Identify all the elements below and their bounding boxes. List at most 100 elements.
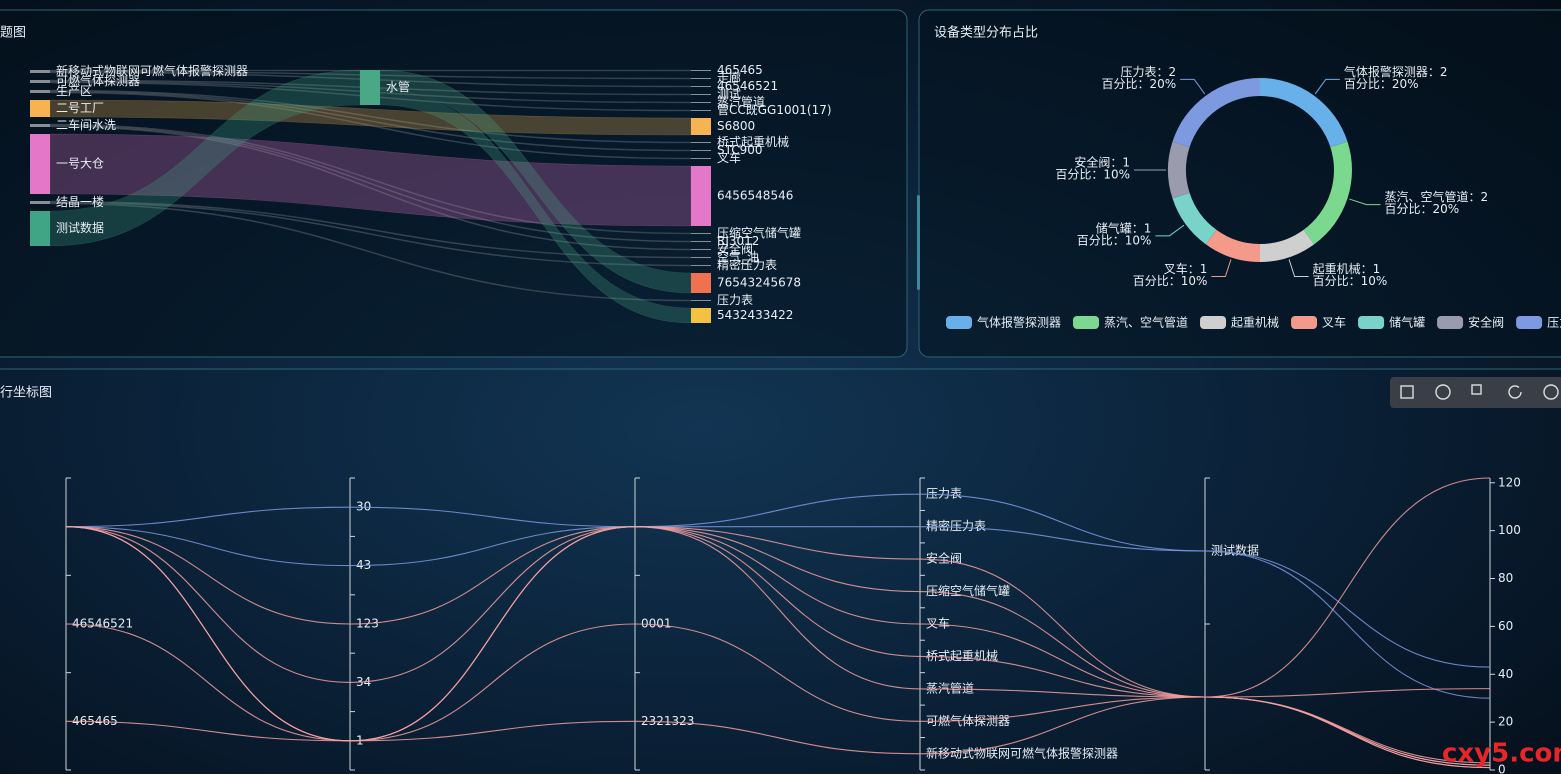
sankey-node-label: 结晶一楼 xyxy=(56,194,104,209)
slice-label: 百分比：10% xyxy=(1055,168,1130,182)
legend-swatch xyxy=(1437,316,1464,329)
sankey-node xyxy=(691,308,711,323)
sankey-node xyxy=(691,273,711,293)
axis-category-label: 压力表 xyxy=(926,487,962,501)
sankey-node xyxy=(691,257,711,258)
watermark: cxy5.com xyxy=(1442,739,1561,769)
panel-title: 题图 xyxy=(0,26,26,41)
legend-swatch xyxy=(1073,316,1100,329)
leader-line xyxy=(1180,78,1206,95)
parallel-line xyxy=(65,526,1491,699)
legend-swatch xyxy=(1358,316,1385,329)
sankey-node xyxy=(30,70,50,73)
slice-label: 百分比：10% xyxy=(1077,233,1152,247)
sankey-node-label: 压缩空气储气罐 xyxy=(717,225,801,240)
legend-label: 起重机械 xyxy=(1231,315,1279,330)
sankey-node-label: STC900 xyxy=(717,143,763,157)
sankey-node xyxy=(691,70,711,71)
tool-refresh[interactable] xyxy=(1508,385,1522,399)
sankey-node-label: 6456548546 xyxy=(717,189,793,203)
slice-label: 百分比：20% xyxy=(1101,77,1176,91)
slice-label: 百分比：10% xyxy=(1313,274,1388,288)
slice-label: 百分比：10% xyxy=(1133,274,1208,288)
legend-label: 压力表 xyxy=(1547,316,1561,330)
axis-tick-label: 120 xyxy=(1498,475,1521,489)
axis-category-label: 压缩空气储气罐 xyxy=(926,583,1010,598)
axis-tick-label: 100 xyxy=(1498,523,1521,537)
sankey-node-label: 二号工厂 xyxy=(56,101,104,115)
sankey-node-label: 测试数据 xyxy=(56,220,104,235)
sankey-node xyxy=(691,166,711,226)
pie-slice xyxy=(1168,141,1190,199)
pie-slice xyxy=(1205,229,1260,262)
sankey-node-label: 管CC既GG1001(17) xyxy=(717,102,832,117)
axis-tick-label: 0 xyxy=(1498,763,1506,774)
axis-category-label: 新移动式物联网可燃气体报警探测器 xyxy=(926,745,1118,760)
leader-line xyxy=(1155,224,1185,237)
sankey-node xyxy=(30,201,50,204)
slice-label: 起重机械：1 xyxy=(1313,261,1381,276)
axis-category-label: 0001 xyxy=(641,617,672,631)
sankey-node-label: 走廊 xyxy=(717,70,741,85)
pie-slice xyxy=(1172,192,1217,245)
sankey-node-label: 二车间水洗 xyxy=(56,117,116,132)
sankey-node xyxy=(691,86,711,87)
sankey-node-label: S6800 xyxy=(717,119,755,133)
leader-line xyxy=(1349,198,1381,206)
sankey-node-label: 新移动式物联网可燃气体报警探测器 xyxy=(56,63,248,78)
tool-copy[interactable] xyxy=(1471,384,1482,395)
tool-edit[interactable] xyxy=(1400,385,1414,399)
sankey-node-label: 压力表 xyxy=(717,293,753,307)
axis-category-label: 2321323 xyxy=(641,714,694,728)
sankey-node xyxy=(30,124,50,127)
pie-slice xyxy=(1303,141,1352,245)
panel-title: 设备类型分布占比 xyxy=(934,25,1038,41)
tool-theme[interactable] xyxy=(1435,384,1451,400)
sankey-node-label: 46546521 xyxy=(717,79,778,93)
axis-category-label: 叉车 xyxy=(926,616,950,631)
axis-category-label: 465465 xyxy=(72,714,118,728)
sankey-node xyxy=(30,100,50,117)
legend-swatch xyxy=(1516,316,1543,329)
sankey-node xyxy=(691,142,711,143)
toolbox-bg xyxy=(1390,377,1561,408)
axis-category-label: 安全阀 xyxy=(926,551,962,566)
axis-category-label: 蒸汽管道 xyxy=(926,680,974,695)
sankey-node-label: RJ3012 xyxy=(717,234,759,248)
axis-category-label: 30 xyxy=(356,500,371,514)
sankey-node-label: 安全阀 xyxy=(717,241,753,256)
leader-line xyxy=(1211,259,1232,278)
parallel-line xyxy=(65,526,1491,769)
legend-swatch xyxy=(1291,316,1318,329)
legend-label: 蒸汽、空气管道 xyxy=(1104,315,1188,330)
slice-label: 叉车：1 xyxy=(1164,261,1208,276)
sankey-node xyxy=(691,233,711,234)
slice-label: 安全阀：1 xyxy=(1074,155,1130,170)
sankey-node-label: 一号大仓 xyxy=(56,157,104,171)
sankey-node-label: 叉车 xyxy=(717,150,741,165)
axis-category-label: 精密压力表 xyxy=(926,518,986,533)
sankey-node xyxy=(691,300,711,301)
legend-label: 安全阀 xyxy=(1468,315,1504,330)
slice-label: 百分比：20% xyxy=(1344,77,1419,91)
sankey-node xyxy=(691,110,711,111)
pie-slice xyxy=(1260,229,1315,262)
sankey-node-label: 5432433422 xyxy=(717,308,793,322)
sankey-node xyxy=(691,249,711,250)
axis-tick-label: 40 xyxy=(1498,667,1513,681)
sankey-node xyxy=(30,134,50,194)
sankey-node-label: 465465 xyxy=(717,63,763,77)
legend-swatch xyxy=(1200,316,1227,329)
legend-label: 叉车 xyxy=(1322,315,1346,330)
sankey-node xyxy=(30,80,50,83)
sankey-node-label: 精密压力表 xyxy=(717,257,777,272)
panel-title: 行坐标图 xyxy=(0,386,52,401)
slice-label: 压力表：2 xyxy=(1121,65,1177,79)
leader-line xyxy=(1314,78,1340,95)
axis-tick-label: 80 xyxy=(1498,571,1513,585)
legend-label: 储气罐 xyxy=(1389,315,1425,330)
slice-label: 气体报警探测器：2 xyxy=(1344,64,1448,79)
toolbox xyxy=(1390,377,1561,408)
tool-close[interactable] xyxy=(1543,384,1559,400)
